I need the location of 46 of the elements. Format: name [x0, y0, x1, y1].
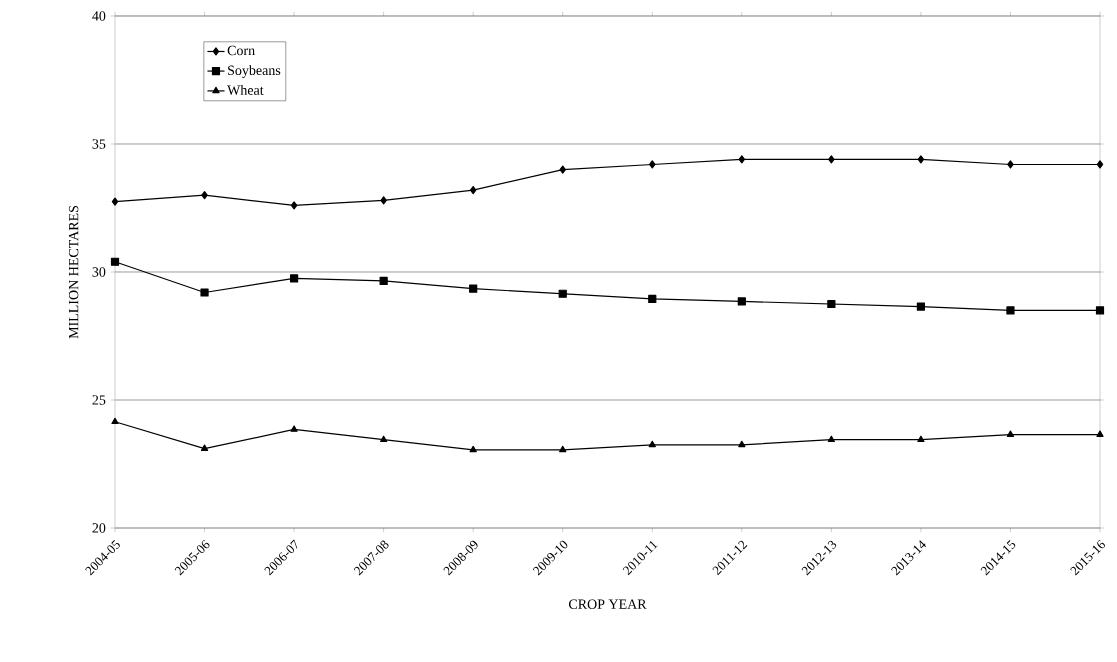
legend-label: Corn	[227, 45, 255, 56]
point	[1006, 430, 1015, 437]
legend-label: Wheat	[227, 84, 264, 95]
point	[469, 284, 478, 293]
point	[917, 155, 925, 164]
point	[1007, 160, 1014, 169]
point	[1096, 430, 1104, 437]
point	[559, 445, 567, 453]
point	[1006, 306, 1015, 315]
point	[290, 201, 298, 210]
point	[558, 289, 567, 298]
y-tick-label: 35	[92, 139, 106, 149]
point	[111, 417, 119, 425]
y-tick-label: 40	[92, 11, 106, 21]
point	[827, 299, 836, 309]
y-tick-label: 25	[92, 395, 106, 405]
point	[738, 155, 746, 164]
legend-label: Soybeans	[228, 65, 281, 78]
point	[111, 197, 119, 206]
point	[200, 444, 209, 451]
y-tick-label: 20	[92, 523, 106, 533]
point	[917, 435, 925, 443]
point	[110, 257, 120, 266]
point	[200, 288, 209, 297]
point	[738, 440, 746, 448]
y-axis-title: MILLION HECTARES	[68, 205, 79, 339]
point	[916, 302, 926, 311]
point	[201, 191, 208, 200]
point	[827, 435, 835, 443]
point	[828, 155, 835, 164]
point	[380, 196, 387, 205]
y-tick-label: 30	[92, 267, 106, 277]
point	[379, 276, 388, 286]
point	[290, 425, 298, 432]
x-axis-title: CROP YEAR	[568, 599, 647, 609]
point	[380, 435, 388, 443]
point	[737, 297, 746, 306]
point	[648, 294, 657, 303]
point	[289, 274, 299, 283]
point	[1095, 306, 1105, 315]
point	[469, 185, 477, 195]
point	[559, 165, 566, 174]
point	[469, 445, 477, 453]
point	[649, 160, 656, 169]
point	[648, 440, 656, 448]
point	[1096, 160, 1104, 169]
